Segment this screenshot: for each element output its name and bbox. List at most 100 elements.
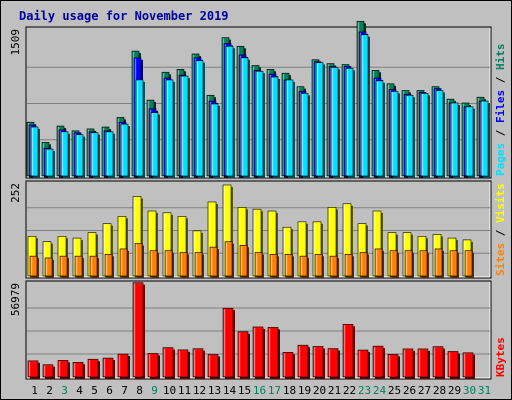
- legend-separator: /: [494, 223, 507, 243]
- pages-bar: [240, 57, 250, 179]
- x-tick-label: 24: [373, 384, 387, 397]
- sites-bar: [254, 252, 264, 278]
- legend-files: Files: [494, 90, 507, 123]
- x-tick-label: 10: [163, 384, 176, 397]
- kbytes-bar: [102, 357, 115, 379]
- kbytes-bar: [297, 344, 310, 379]
- sites-bar: [179, 252, 189, 278]
- x-tick-label: 8: [136, 384, 143, 397]
- legend: KBytes: [494, 337, 507, 377]
- sites-bar: [44, 257, 54, 278]
- sites-bar: [329, 255, 339, 278]
- kbytes-bar: [372, 345, 385, 379]
- x-tick-label: 5: [91, 384, 98, 397]
- sites-bar: [449, 250, 459, 278]
- pages-bar: [270, 76, 280, 178]
- pages-bar: [105, 131, 115, 178]
- x-tick-label: 7: [121, 384, 128, 397]
- kbytes-bar: [147, 353, 160, 379]
- pages-bar: [120, 123, 130, 178]
- sites-bar: [239, 245, 249, 278]
- pages-bar: [450, 102, 460, 178]
- x-tick-label: 22: [343, 384, 356, 397]
- kbytes-bar: [342, 324, 355, 379]
- pages-bar: [135, 79, 145, 178]
- sites-bar: [134, 243, 144, 278]
- kbytes-bar: [252, 326, 265, 379]
- pages-bar: [420, 93, 430, 178]
- kbytes-bar: [282, 351, 295, 379]
- pages-bar: [435, 90, 445, 178]
- legend: Pages / Files / Hits: [494, 44, 507, 177]
- sites-bar: [434, 248, 444, 278]
- kbytes-bar: [417, 348, 430, 379]
- kbytes-bar: [57, 360, 70, 379]
- sites-bar: [89, 255, 99, 278]
- x-tick-label: 27: [418, 384, 431, 397]
- sites-bar: [164, 250, 174, 278]
- x-tick-label: 12: [193, 384, 206, 397]
- kbytes-bar: [192, 348, 205, 379]
- sites-bar: [269, 254, 279, 278]
- x-tick-label: 1: [31, 384, 38, 397]
- kbytes-bar: [222, 307, 235, 379]
- kbytes-bar: [207, 354, 220, 379]
- x-tick-label: 21: [328, 384, 341, 397]
- kbytes-bar: [387, 354, 400, 379]
- sites-bar: [314, 254, 324, 278]
- sites-bar: [209, 246, 219, 278]
- panel-hits-files-pages: 1509 Pages / Files / Hits: [9, 20, 507, 179]
- sites-bar: [299, 255, 309, 278]
- pages-bar: [285, 79, 295, 178]
- legend-hits: Hits: [494, 44, 507, 71]
- x-tick-label: 28: [433, 384, 446, 397]
- x-tick-label: 30: [463, 384, 476, 397]
- x-tick-label: 2: [46, 384, 53, 397]
- x-tick-label: 20: [313, 384, 326, 397]
- x-tick-label: 15: [238, 384, 251, 397]
- x-tick-label: 9: [151, 384, 158, 397]
- y-max-label: 56979: [9, 283, 22, 316]
- x-tick-label: 4: [76, 384, 83, 397]
- pages-bar: [315, 62, 325, 178]
- x-tick-label: 19: [298, 384, 311, 397]
- panel-visits-sites: 252 Sites / Visits: [9, 180, 507, 279]
- x-tick-label: 11: [178, 384, 191, 397]
- pages-bar: [480, 100, 490, 178]
- x-tick-label: 14: [223, 384, 237, 397]
- pages-bar: [465, 106, 475, 178]
- legend-separator: /: [494, 70, 507, 90]
- pages-bar: [345, 68, 355, 178]
- kbytes-bar: [132, 282, 145, 379]
- x-tick-label: 3: [61, 384, 68, 397]
- x-tick-label: 13: [208, 384, 221, 397]
- chart-title: Daily usage for November 2019: [19, 9, 229, 23]
- sites-bar: [104, 254, 114, 278]
- x-tick-label: 18: [283, 384, 296, 397]
- pages-bar: [30, 126, 40, 178]
- kbytes-bar: [162, 347, 175, 379]
- kbytes-bar: [87, 358, 100, 379]
- sites-bar: [224, 241, 234, 278]
- x-tick-label: 31: [478, 384, 491, 397]
- pages-bar: [375, 80, 385, 178]
- kbytes-bar: [357, 349, 370, 379]
- x-tick-label: 17: [268, 384, 281, 397]
- pages-bar: [360, 34, 370, 179]
- kbytes-bar: [447, 351, 460, 379]
- pages-bar: [255, 70, 265, 178]
- pages-bar: [90, 132, 100, 178]
- legend-kbytes: KBytes: [494, 337, 507, 377]
- kbytes-bar: [42, 364, 55, 379]
- kbytes-bar: [117, 353, 130, 379]
- y-max-label: 252: [9, 183, 22, 203]
- sites-bar: [29, 255, 39, 278]
- kbytes-bar: [267, 327, 280, 379]
- kbytes-bar: [177, 349, 190, 379]
- sites-bar: [194, 252, 204, 278]
- kbytes-bar: [27, 360, 40, 379]
- kbytes-bar: [432, 346, 445, 379]
- legend-pages: Pages: [494, 143, 507, 176]
